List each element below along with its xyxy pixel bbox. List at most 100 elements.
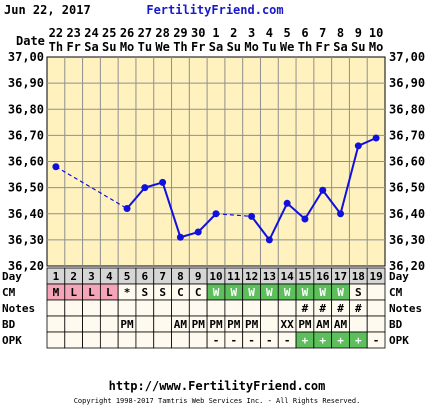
temp-point — [319, 186, 327, 194]
temp-point — [141, 184, 149, 192]
y-tick-label: 36,50 — [8, 181, 44, 195]
date-header: 22Th23Fr24Sa25Su26Mo27Tu28We29Th30Fr1Sa2… — [49, 26, 384, 54]
weekday: Sa — [333, 40, 347, 54]
weekday: We — [280, 40, 294, 54]
date-number: 28 — [155, 26, 169, 40]
row-cell-text: 6 — [142, 270, 149, 283]
temp-point — [337, 210, 345, 218]
row-label-right: OPK — [389, 334, 409, 347]
weekday: Mo — [120, 40, 134, 54]
weekday: Mo — [244, 40, 258, 54]
row-cell-text: AM — [174, 318, 188, 331]
y-tick-label: 36,40 — [389, 207, 425, 221]
series-segment — [304, 189, 324, 220]
weekday: Th — [49, 40, 63, 54]
weekday: Tu — [262, 40, 276, 54]
weekday: Tu — [138, 40, 152, 54]
row-cell — [366, 315, 386, 333]
plot-area — [46, 56, 386, 267]
row-cell-text: 11 — [227, 270, 241, 283]
temp-point — [52, 163, 60, 171]
row-cell-text: L — [106, 286, 113, 299]
row-cell — [99, 299, 119, 317]
series-segment — [321, 189, 342, 215]
row-cell-text: 5 — [124, 270, 131, 283]
date-number: 6 — [301, 26, 308, 40]
row-cell-text: PM — [245, 318, 259, 331]
row-cell-text: 8 — [177, 270, 184, 283]
y-tick-label: 36,70 — [389, 128, 425, 142]
y-tick-label: 36,30 — [8, 233, 44, 247]
footer-copyright: Copyright 1998-2017 Tamtris Web Services… — [74, 397, 361, 405]
row-cell-text: 10 — [209, 270, 222, 283]
y-tick-label: 36,70 — [8, 128, 44, 142]
row-cell-text: - — [248, 334, 255, 347]
y-tick-label: 36,60 — [389, 155, 425, 169]
row-cell-text: 2 — [70, 270, 77, 283]
row-cell-text: PM — [298, 318, 312, 331]
y-tick-label: 36,60 — [8, 155, 44, 169]
row-cell-text: W — [266, 286, 273, 299]
date-number: 24 — [84, 26, 98, 40]
y-tick-label: 36,90 — [8, 76, 44, 90]
row-cell-text: PM — [192, 318, 206, 331]
row-cell-text: 16 — [316, 270, 330, 283]
footer-url: http://www.FertilityFriend.com — [109, 379, 326, 393]
series-segment-dashed — [215, 213, 252, 217]
row-cell-text: W — [213, 286, 220, 299]
row-cell — [46, 315, 66, 333]
row-cell — [117, 299, 137, 317]
weekday: Su — [351, 40, 365, 54]
temp-point — [372, 134, 380, 142]
y-tick-label: 36,80 — [389, 102, 425, 116]
row-cell — [366, 283, 386, 301]
row-cell — [277, 299, 297, 317]
weekday: Th — [173, 40, 187, 54]
date-number: 10 — [369, 26, 383, 40]
series-segment — [339, 145, 360, 215]
site-name: FertilityFriend.com — [146, 3, 283, 17]
row-cell-text: PM — [227, 318, 241, 331]
row-cell-text: PM — [209, 318, 223, 331]
temp-point — [159, 178, 167, 186]
series-segment — [126, 186, 146, 210]
temp-point — [194, 228, 202, 236]
row-cell-text: M — [53, 286, 60, 299]
row-cell-text: + — [355, 334, 362, 347]
weekday: Fr — [191, 40, 205, 54]
row-cell — [82, 331, 101, 349]
row-cell-text: 12 — [245, 270, 258, 283]
y-tick-label: 36,40 — [8, 207, 44, 221]
row-cell-text: C — [195, 286, 202, 299]
temp-point — [354, 142, 362, 150]
row-cell — [99, 315, 119, 333]
row-cell-text: W — [319, 286, 326, 299]
date-number: 4 — [266, 26, 273, 40]
row-cell — [260, 299, 279, 317]
row-cell-text: - — [230, 334, 237, 347]
row-cell-text: 17 — [334, 270, 347, 283]
y-tick-label: 36,20 — [389, 259, 425, 273]
date-number: 1 — [212, 26, 219, 40]
row-cell — [188, 331, 208, 349]
row-cell-text: - — [266, 334, 273, 347]
row-cell — [171, 331, 190, 349]
row-cell-text: W — [284, 286, 291, 299]
row-label-right: Day — [389, 270, 409, 283]
row-cell-text: 7 — [159, 270, 166, 283]
temp-point — [123, 205, 131, 213]
series-segment — [197, 213, 217, 233]
row-cell-text: 3 — [88, 270, 95, 283]
row-cell-text: W — [248, 286, 255, 299]
row-cell — [64, 315, 83, 333]
date-number: 26 — [120, 26, 134, 40]
date-number: 3 — [248, 26, 255, 40]
series-segment — [286, 202, 306, 220]
row-cell-text: S — [142, 286, 149, 299]
row-cell-text: # — [319, 302, 326, 315]
row-cell — [260, 315, 279, 333]
row-cell-text: 4 — [106, 270, 113, 283]
row-cell — [64, 299, 83, 317]
row-label-left: CM — [2, 286, 16, 299]
